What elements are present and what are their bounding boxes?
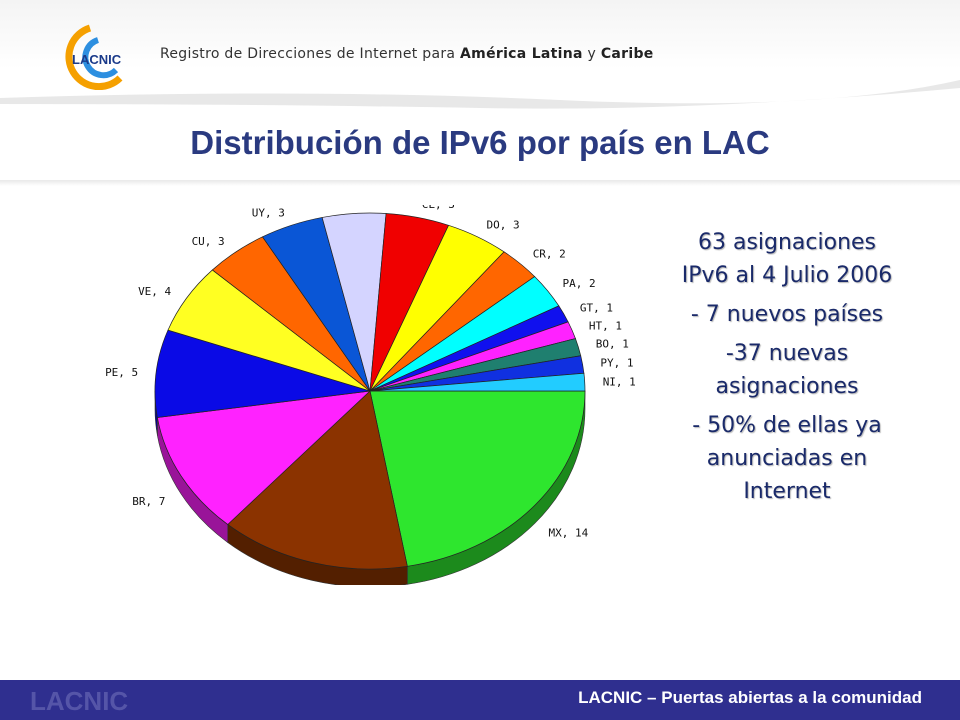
pie-slice-mx (369, 390, 586, 567)
organization-name: Registro de Direcciones de Internet para… (160, 46, 654, 62)
pie-chart: MX, 14AR, 9BR, 7PE, 5VE, 4CU, 3UY, 3CO, … (105, 205, 636, 585)
slide-title: Distribución de IPv6 por país en LAC (190, 124, 770, 161)
pie-label-br: BR, 7 (132, 495, 165, 508)
pie-label-cl: CL, 3 (422, 205, 455, 211)
footer-bar (0, 680, 960, 720)
footer-logo-text: LACNIC (30, 686, 128, 714)
pie-label-cr: CR, 2 (533, 248, 566, 261)
pie-label-do: DO, 3 (487, 219, 520, 232)
pie-slices (154, 212, 586, 570)
pie-label-cu: CU, 3 (192, 235, 225, 248)
org-bold-1: América Latina (460, 46, 583, 62)
pie-label-co: CO, 3 (336, 205, 369, 207)
pie-label-pa: PA, 2 (563, 277, 596, 290)
summary-text: 63 asignaciones IPv6 al 4 Julio 2006 - 7… (672, 226, 902, 514)
pie-label-pe: PE, 5 (105, 366, 138, 379)
pie-slice-pe (154, 329, 371, 418)
logo-text: LACNIC (72, 52, 122, 67)
lacnic-logo: LACNIC (65, 24, 123, 90)
summary-line-4: - 50% de ellas ya anunciadas en Internet (692, 413, 882, 504)
pie-labels: MX, 14AR, 9BR, 7PE, 5VE, 4CU, 3UY, 3CO, … (105, 205, 636, 539)
pie-label-ht: HT, 1 (589, 319, 622, 332)
summary-line-1: 63 asignaciones IPv6 al 4 Julio 2006 (681, 230, 893, 288)
org-bold-2: Caribe (600, 46, 654, 62)
title-divider (0, 180, 960, 186)
header-swoosh (0, 80, 960, 109)
summary-line-2: - 7 nuevos países (690, 302, 884, 327)
pie-label-bo: BO, 1 (596, 338, 629, 351)
pie-label-gt: GT, 1 (580, 302, 613, 315)
pie-slice-br (156, 390, 372, 525)
pie-label-mx: MX, 14 (549, 526, 589, 539)
pie-label-py: PY, 1 (600, 356, 633, 369)
pie-label-uy: UY, 3 (252, 206, 285, 219)
summary-line-3: -37 nuevas asignaciones (715, 341, 859, 399)
footer-logo: LACNIC (30, 686, 128, 714)
pie-slice-ar (227, 390, 408, 570)
pie-label-ni: NI, 1 (603, 375, 636, 388)
footer-text: LACNIC – Puertas abiertas a la comunidad (578, 688, 922, 707)
pie-label-ve: VE, 4 (138, 285, 171, 298)
pie-slice-ni (369, 372, 586, 392)
